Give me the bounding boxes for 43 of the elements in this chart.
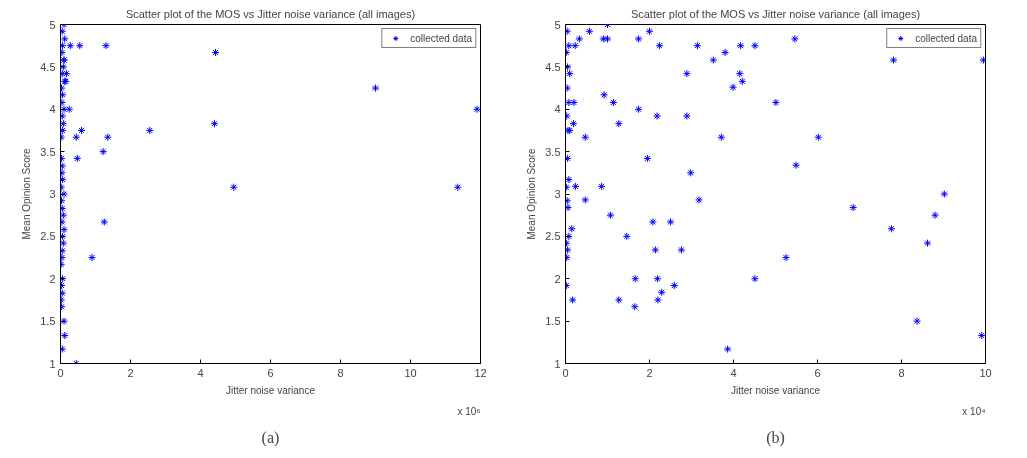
x-tick-label: 2 <box>127 366 134 379</box>
text: (a) <box>261 428 280 447</box>
chart-title: Scatter plot of the MOS vs Jitter noise variance (all images) <box>125 7 416 20</box>
x-tick-label: 8 <box>898 366 905 379</box>
y-tick-label: 5 <box>554 18 561 31</box>
chart-title: Scatter plot of the MOS vs Jitter noise variance (all images) <box>630 7 921 20</box>
x-tick-label: 12 <box>474 366 487 379</box>
x-tick-label: 4 <box>730 366 737 379</box>
x-tick-label: 2 <box>646 366 653 379</box>
legend-label: collected data <box>915 32 977 44</box>
y-tick-label: 5 <box>49 18 56 31</box>
y-tick-label: 3.5 <box>40 145 56 158</box>
x-tick-label: 6 <box>267 366 274 379</box>
text: x 10⁶ <box>457 405 481 417</box>
y-axis-title: Mean Opinion Score <box>526 147 538 240</box>
text: x 10⁴ <box>962 405 986 417</box>
y-tick-label: 1.5 <box>40 315 56 328</box>
x-axis-title: Jitter noise variance <box>226 384 316 396</box>
y-tick-label: 3.5 <box>545 145 561 158</box>
y-tick-label: 2 <box>554 272 561 285</box>
y-tick-label: 2.5 <box>545 230 561 243</box>
y-tick-label: 4.5 <box>545 60 561 73</box>
y-tick-label: 4 <box>554 103 561 116</box>
x-tick-label: 4 <box>197 366 204 379</box>
x-tick-label: 6 <box>814 366 821 379</box>
y-tick-label: 2.5 <box>40 230 56 243</box>
y-tick-label: 4 <box>49 103 56 116</box>
y-axis-title: Mean Opinion Score <box>21 147 33 240</box>
text: (b) <box>766 428 785 447</box>
x-tick-label: 0 <box>57 366 64 379</box>
x-tick-label: 0 <box>562 366 569 379</box>
y-tick-label: 3 <box>49 188 56 200</box>
x-tick-label: 10 <box>404 366 417 379</box>
x-tick-label: 10 <box>979 366 992 379</box>
y-tick-label: 1 <box>49 357 56 370</box>
y-tick-label: 1.5 <box>545 315 561 328</box>
y-tick-label: 2 <box>49 272 56 285</box>
y-tick-label: 4.5 <box>40 60 56 73</box>
legend-label: collected data <box>410 32 472 44</box>
y-tick-label: 1 <box>554 357 561 370</box>
x-tick-label: 8 <box>337 366 344 379</box>
y-tick-label: 3 <box>554 188 561 200</box>
x-axis-title: Jitter noise variance <box>731 384 821 396</box>
